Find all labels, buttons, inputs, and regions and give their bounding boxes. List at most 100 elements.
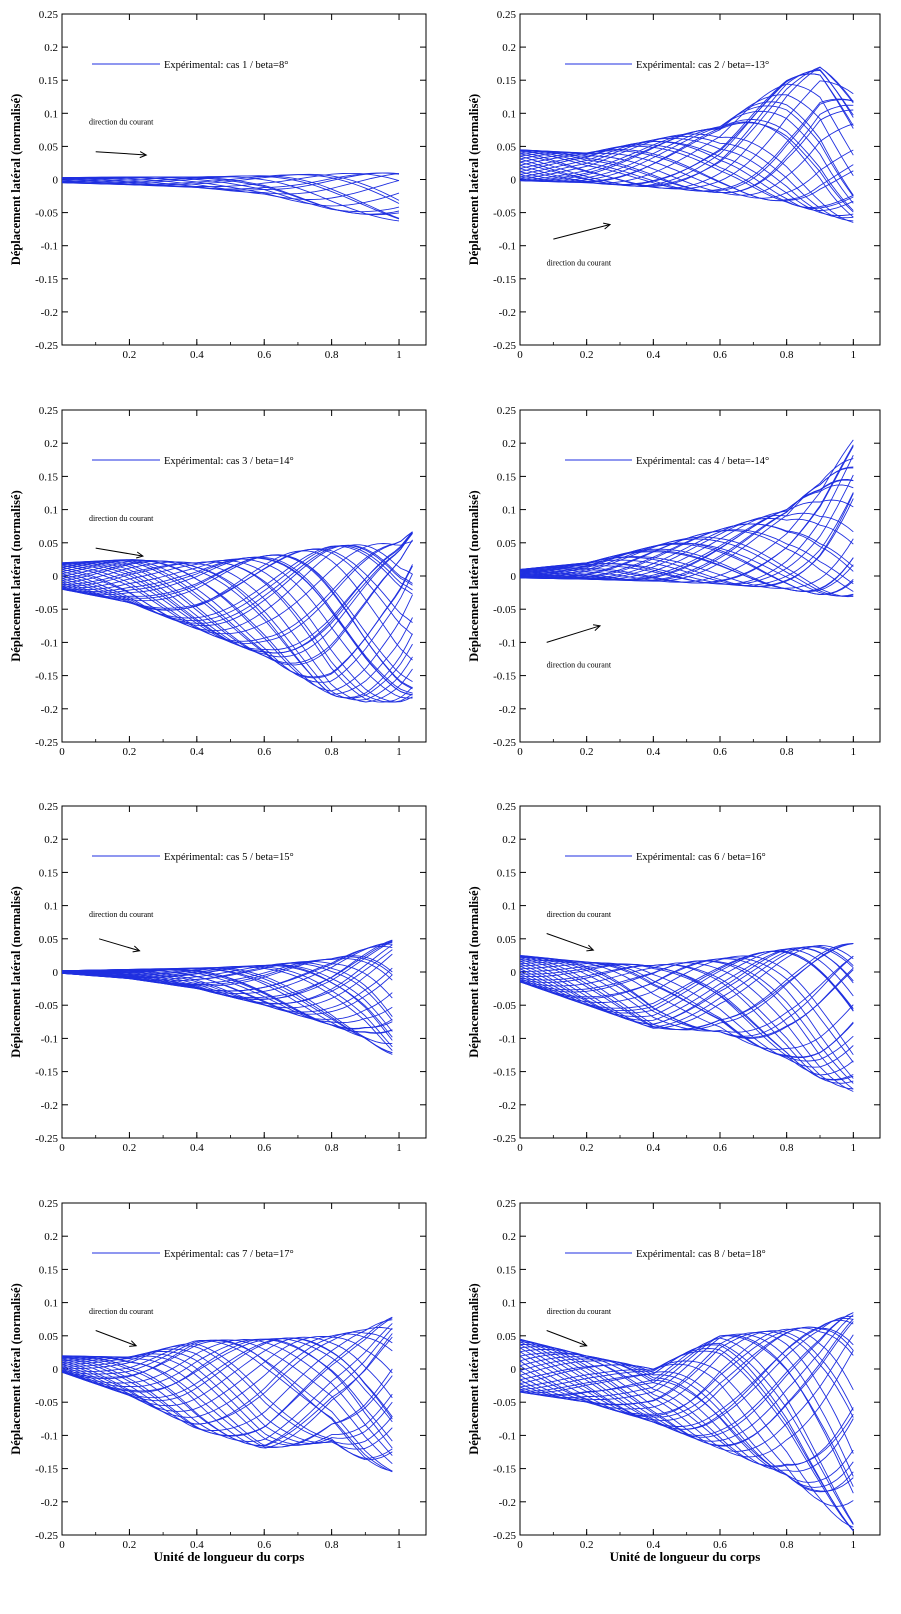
series-line bbox=[520, 962, 854, 1092]
series-line bbox=[62, 1353, 393, 1446]
current-arrow-head bbox=[593, 624, 602, 631]
x-tick-label: 0.2 bbox=[580, 1539, 594, 1551]
chart-panel-1: -0.25 -0.2 -0.15 -0.1 -0.05 0 0.05 0.1 0.15 0.2 0.… bbox=[9, 9, 427, 361]
y-tick-label: 0.1 bbox=[502, 901, 516, 913]
series-line bbox=[62, 544, 413, 627]
series-line bbox=[520, 955, 854, 1037]
series-line bbox=[520, 530, 854, 592]
y-tick-label: -0.25 bbox=[35, 1530, 58, 1542]
y-tick-label: -0.25 bbox=[493, 340, 516, 352]
series-line bbox=[520, 961, 854, 1059]
y-tick-label: 0.05 bbox=[39, 538, 59, 550]
y-tick-label: -0.25 bbox=[493, 1530, 516, 1542]
y-tick-label: -0.15 bbox=[493, 274, 516, 286]
current-arrow-shaft bbox=[553, 224, 611, 240]
y-tick-label: 0.15 bbox=[39, 75, 59, 87]
series-line bbox=[520, 1334, 854, 1494]
x-tick-label: 0.6 bbox=[713, 349, 727, 361]
y-tick-label: 0.25 bbox=[497, 9, 517, 21]
series-group bbox=[520, 439, 854, 598]
current-arrow-head bbox=[129, 1340, 138, 1347]
series-line bbox=[520, 122, 854, 213]
series-line bbox=[520, 73, 854, 187]
series-line bbox=[62, 561, 413, 703]
series-line bbox=[62, 533, 413, 658]
series-group bbox=[62, 172, 400, 222]
annotation-text: direction du courant bbox=[547, 259, 612, 268]
x-tick-label: 0.6 bbox=[257, 349, 271, 361]
series-group bbox=[62, 1316, 393, 1473]
series-line bbox=[520, 947, 854, 1025]
x-tick-label: 0.2 bbox=[123, 1539, 137, 1551]
series-line bbox=[520, 1332, 854, 1454]
series-line bbox=[62, 967, 393, 1045]
x-tick-label: 0.4 bbox=[190, 1142, 204, 1154]
legend-label: Expérimental: cas 5 / beta=15° bbox=[164, 852, 294, 863]
series-line bbox=[62, 944, 393, 1005]
y-tick-label: 0.15 bbox=[39, 471, 59, 483]
y-tick-label: -0.25 bbox=[35, 340, 58, 352]
x-tick-label: 0.6 bbox=[713, 746, 727, 758]
y-tick-label: 0.05 bbox=[497, 934, 517, 946]
y-tick-label: -0.05 bbox=[35, 208, 58, 220]
y-tick-label: 0.1 bbox=[502, 108, 516, 120]
y-tick-label: 0.25 bbox=[39, 1198, 59, 1210]
series-line bbox=[520, 945, 854, 1028]
chart-panel-3: -0.25 -0.2 -0.15 -0.1 -0.05 0 0.05 0.1 0.15 0.2 0.… bbox=[9, 405, 427, 758]
x-tick-label: 0.4 bbox=[190, 1539, 204, 1551]
annotation-text: direction du courant bbox=[547, 1307, 612, 1316]
series-line bbox=[520, 1337, 854, 1524]
y-tick-label: -0.1 bbox=[499, 637, 516, 649]
x-tick-label: 0.6 bbox=[257, 1142, 271, 1154]
series-line bbox=[520, 145, 854, 208]
legend-label: Expérimental: cas 7 / beta=17° bbox=[164, 1249, 294, 1260]
series-line bbox=[62, 550, 413, 661]
legend-label: Expérimental: cas 4 / beta=-14° bbox=[636, 456, 769, 467]
current-arrow-head bbox=[136, 551, 145, 559]
y-tick-label: 0.1 bbox=[44, 505, 58, 517]
y-tick-label: 0.25 bbox=[39, 405, 59, 417]
x-tick-label: 0.8 bbox=[325, 349, 339, 361]
series-line bbox=[520, 963, 854, 1080]
series-line bbox=[520, 943, 854, 1031]
x-tick-label: 0.2 bbox=[123, 1142, 137, 1154]
chart-panel-7: -0.25 -0.2 -0.15 -0.1 -0.05 0 0.05 0.1 0.15 0.2 0.… bbox=[9, 1198, 427, 1564]
series-line bbox=[62, 1333, 393, 1449]
series-line bbox=[520, 1315, 854, 1430]
series-line bbox=[62, 1336, 393, 1407]
y-tick-label: -0.2 bbox=[499, 307, 516, 319]
y-tick-label: -0.25 bbox=[493, 737, 516, 749]
series-line bbox=[520, 69, 854, 188]
series-line bbox=[520, 1333, 854, 1477]
x-tick-label: 0.6 bbox=[257, 1539, 271, 1551]
annotation-text: direction du courant bbox=[89, 1307, 154, 1316]
series-line bbox=[62, 560, 413, 701]
series-line bbox=[62, 1327, 393, 1447]
legend-label: Expérimental: cas 6 / beta=16° bbox=[636, 852, 766, 863]
y-tick-label: 0.1 bbox=[502, 1298, 516, 1310]
y-tick-label: 0 bbox=[511, 175, 517, 187]
y-tick-label: 0.15 bbox=[497, 75, 517, 87]
series-line bbox=[520, 499, 854, 580]
series-line bbox=[62, 176, 400, 200]
y-tick-label: -0.05 bbox=[493, 208, 516, 220]
y-tick-label: -0.05 bbox=[35, 1000, 58, 1012]
series-line bbox=[62, 172, 400, 188]
series-group bbox=[520, 943, 854, 1092]
y-tick-label: 0.25 bbox=[39, 801, 59, 813]
current-arrow-shaft bbox=[95, 151, 147, 156]
series-line bbox=[62, 559, 413, 679]
y-axis-label: Déplacement latéral (normalisé) bbox=[9, 94, 23, 265]
y-tick-label: 0.2 bbox=[502, 438, 516, 450]
y-tick-label: 0.1 bbox=[44, 901, 58, 913]
x-tick-label: 0.2 bbox=[123, 746, 137, 758]
series-line bbox=[62, 1339, 393, 1465]
series-line bbox=[520, 109, 854, 193]
series-line bbox=[62, 531, 413, 654]
series-line bbox=[62, 172, 400, 190]
series-group bbox=[520, 1312, 854, 1532]
series-line bbox=[62, 176, 400, 213]
y-tick-label: 0.2 bbox=[502, 42, 516, 54]
series-line bbox=[520, 1350, 854, 1532]
series-line bbox=[62, 554, 413, 682]
